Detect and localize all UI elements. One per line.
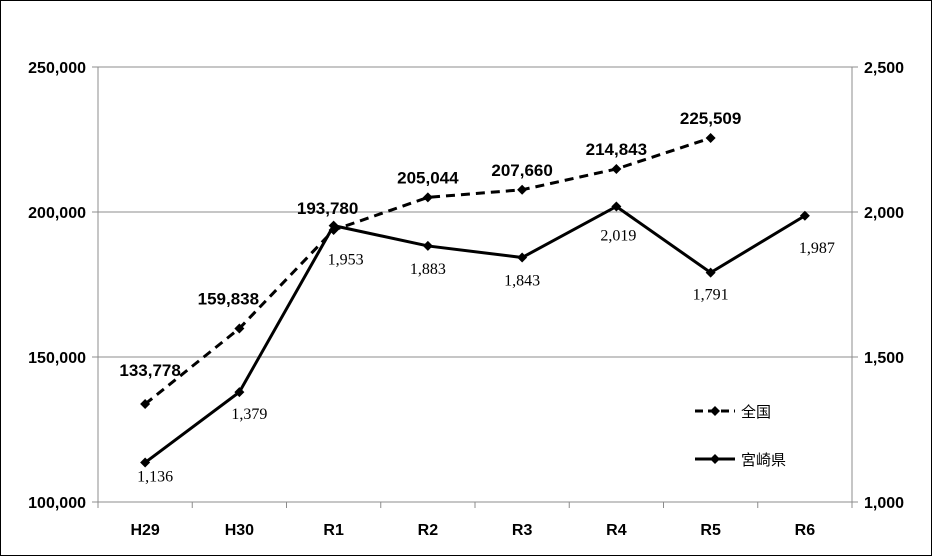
data-label-miyazaki: 1,791 [693,287,729,304]
data-label-miyazaki: 1,136 [137,469,173,486]
data-label-national: 133,778 [119,361,180,380]
y-right-tick-label: 1,000 [864,495,904,512]
x-tick-label: R5 [700,522,721,539]
data-point-miyazaki [140,457,151,468]
data-point-miyazaki [328,220,339,231]
x-tick-label: H29 [130,522,159,539]
data-point-national [517,184,528,195]
y-right-tick-label: 2,500 [864,60,904,77]
data-point-miyazaki [799,210,810,221]
data-point-national [611,163,622,174]
data-label-miyazaki: 1,379 [231,406,267,423]
data-label-national: 193,780 [297,199,358,218]
x-tick-label: H30 [225,522,254,539]
y-left-tick-label: 150,000 [28,350,86,367]
data-point-miyazaki [517,252,528,263]
data-point-miyazaki [611,201,622,212]
data-label-miyazaki: 1,883 [410,261,446,278]
x-tick-label: R1 [323,522,344,539]
y-left-tick-label: 100,000 [28,495,86,512]
x-tick-label: R2 [418,522,439,539]
data-point-national [140,399,151,410]
series-line-miyazaki [144,204,806,464]
data-point-miyazaki [422,240,433,251]
data-label-national: 207,660 [491,161,552,180]
data-label-national: 225,509 [680,109,741,128]
x-tick-label: R4 [606,522,627,539]
data-point-miyazaki [234,387,245,398]
data-point-national [705,133,716,144]
legend-label-national: 全国 [741,403,771,421]
data-label-miyazaki: 1,843 [504,273,540,290]
data-point-miyazaki [705,267,716,278]
x-tick-label: R3 [512,522,533,539]
data-label-miyazaki: 2,019 [600,227,636,244]
data-label-miyazaki: 1,953 [328,252,364,269]
legend-marker-national [710,406,720,416]
y-right-tick-label: 1,500 [864,350,904,367]
x-tick-label: R6 [795,522,816,539]
legend-marker-miyazaki [710,454,720,464]
legend-label-miyazaki: 宮崎県 [741,451,786,469]
data-label-national: 214,843 [586,140,647,159]
data-point-national [422,192,433,203]
data-label-miyazaki: 1,987 [799,240,835,257]
y-left-tick-label: 200,000 [28,205,86,222]
data-label-national: 205,044 [397,168,459,187]
y-left-tick-label: 250,000 [28,60,86,77]
y-right-tick-label: 2,000 [864,205,904,222]
data-label-national: 159,838 [198,289,259,308]
data-point-national [234,323,245,334]
